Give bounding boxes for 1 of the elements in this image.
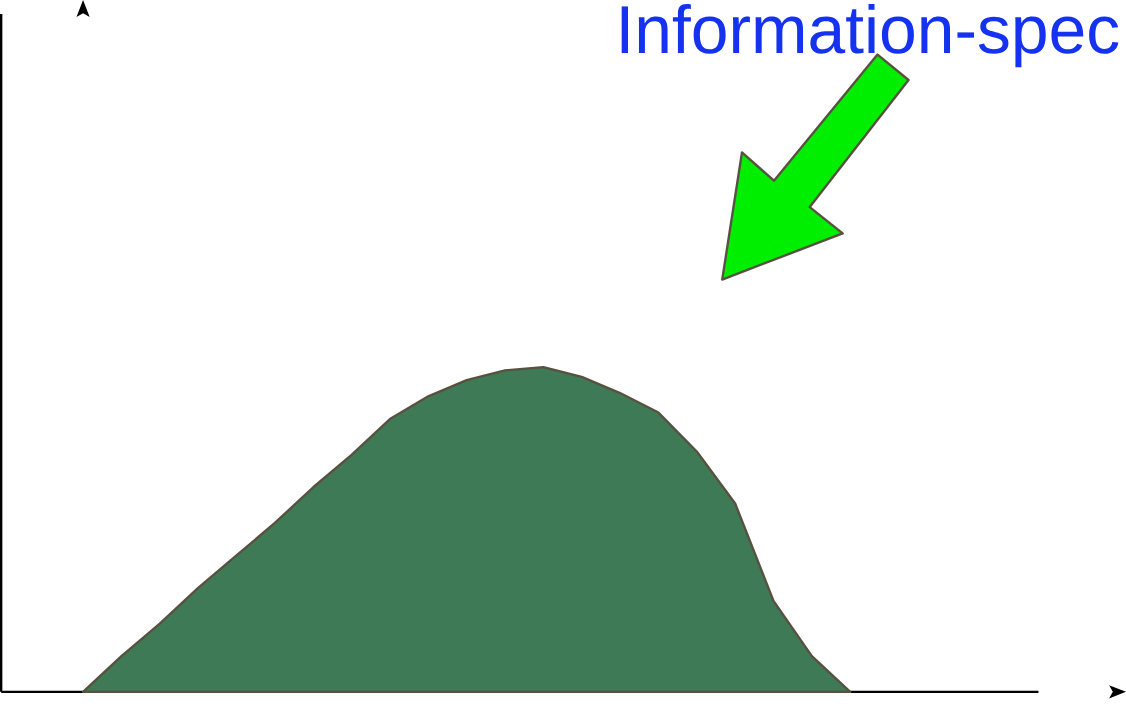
text: Information-spec (621, 3, 1119, 68)
